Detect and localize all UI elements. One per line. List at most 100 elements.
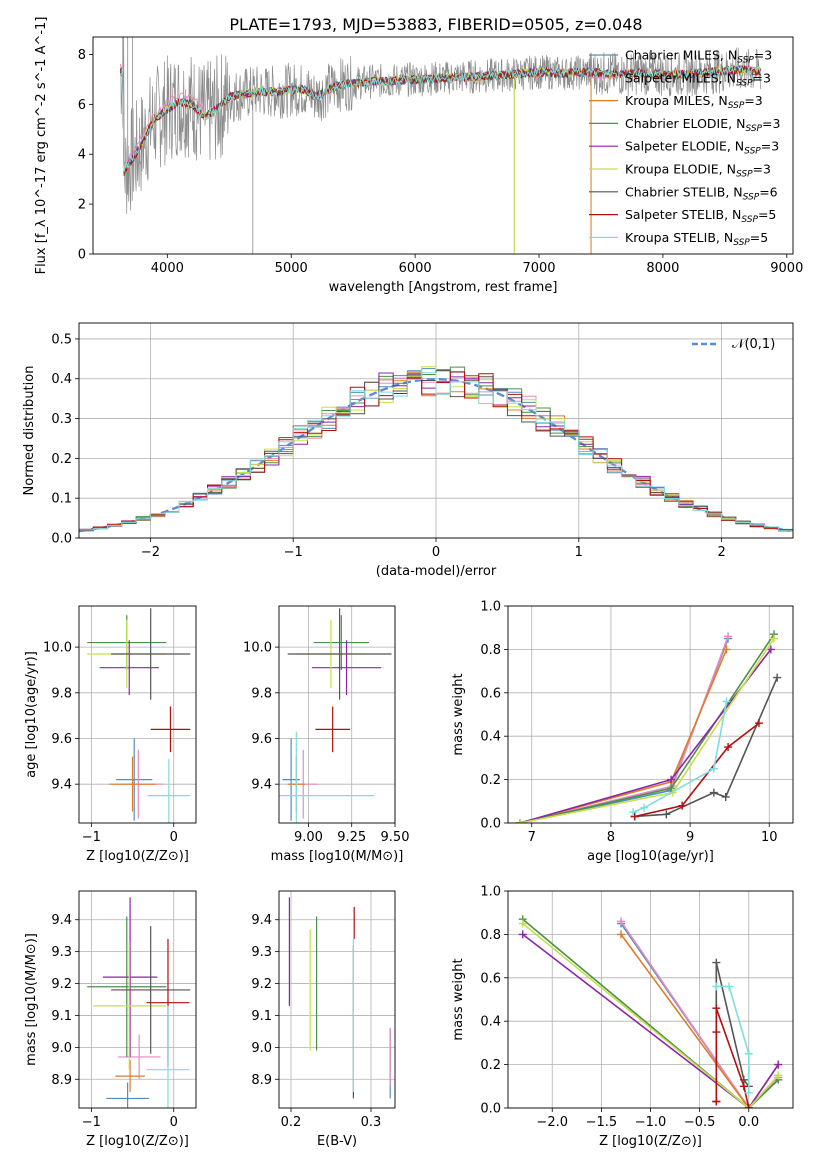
weight-line-7 xyxy=(715,1007,750,1108)
y-tick-label: 0.2 xyxy=(480,1058,501,1073)
weight-line-8 xyxy=(632,701,728,813)
x-tick-label: −0.5 xyxy=(684,1115,716,1130)
plot-area xyxy=(279,608,392,823)
x-axis-label: age [log10(age/yr)] xyxy=(587,849,714,864)
y-tick-label: 9.2 xyxy=(251,977,272,992)
y-tick-label: 0.0 xyxy=(480,1102,501,1117)
legend-label-2: Kroupa MILES, NSSP=3 xyxy=(625,93,763,111)
y-tick-label: 9.4 xyxy=(251,778,272,793)
errorbar-2 xyxy=(109,756,156,812)
y-tick-label: 8.9 xyxy=(251,1073,272,1088)
y-tick-label: 1.0 xyxy=(480,600,501,615)
y-tick-label: 9.1 xyxy=(51,1009,72,1024)
weight-marker-4 xyxy=(518,930,527,939)
legend-label-8: Kroupa STELIB, NSSP=5 xyxy=(625,230,768,248)
errorbar-8 xyxy=(146,1005,190,1108)
x-axis-label: Z [log10(Z/Z⊙)] xyxy=(86,849,189,864)
x-tick-label: −1.5 xyxy=(586,1115,618,1130)
weight-marker-7 xyxy=(712,1028,721,1037)
y-tick-label: 9.4 xyxy=(251,913,272,928)
legend-label-6: Chabrier STELIB, NSSP=6 xyxy=(625,184,778,202)
legend-label-3: Chabrier ELODIE, NSSP=3 xyxy=(625,116,780,134)
legend: Chabrier MILES, NSSP=3 Salpeter MILES, NS… xyxy=(589,48,780,248)
y-tick-label: 0.2 xyxy=(480,773,501,788)
x-tick-label: 9.25 xyxy=(337,830,366,845)
x-tick-label: 1 xyxy=(575,545,583,560)
y-tick-label: 0.1 xyxy=(51,492,72,507)
y-axis-label: mass [log10(M/M⊙)] xyxy=(24,933,39,1066)
y-tick-label: 9.2 xyxy=(51,977,72,992)
x-axis-label: mass [log10(M/M⊙)] xyxy=(271,849,404,864)
errorbar-8 xyxy=(147,759,191,823)
y-tick-label: 0.6 xyxy=(480,686,501,701)
plot-area xyxy=(87,897,191,1108)
panel-mass_vs_Z: −1 0 8.9 9.0 9.1 9.2 9.3 9.4 Z [log10(Z/Z⊙)] mass… xyxy=(24,890,197,1149)
x-tick-label: 2 xyxy=(717,545,725,560)
y-tick-label: 4 xyxy=(78,148,86,163)
weight-marker-3 xyxy=(667,784,676,793)
y-tick-label: 0.4 xyxy=(480,730,501,745)
x-tick-label: 9.50 xyxy=(381,830,410,845)
errorbar-3 xyxy=(313,615,370,670)
y-tick-label: 6 xyxy=(78,98,86,113)
axes-frame xyxy=(278,890,396,1109)
x-tick-label: −1 xyxy=(284,545,303,560)
x-tick-label: 0 xyxy=(170,830,178,845)
x-tick-label: 6000 xyxy=(399,261,432,276)
x-tick-label: 0.3 xyxy=(361,1115,382,1130)
y-tick-label: 9.4 xyxy=(51,913,72,928)
plot-area xyxy=(119,37,762,254)
weight-marker-8 xyxy=(722,697,731,706)
errorbar-5 xyxy=(93,942,166,1070)
x-axis-label: (data-model)/error xyxy=(376,564,497,579)
legend-label-5: Kroupa ELODIE, NSSP=3 xyxy=(625,162,771,180)
errorbar-6 xyxy=(287,608,392,700)
panel-age_vs_mass: 9.00 9.25 9.50 9.4 9.6 9.8 10.0 mass [log10(M/M… xyxy=(243,605,410,864)
errorbar-0 xyxy=(106,1082,150,1108)
errorbar-6 xyxy=(111,608,191,700)
weight-marker-1 xyxy=(724,632,733,641)
y-tick-label: 0 xyxy=(78,248,86,263)
legend-label-0: Chabrier MILES, NSSP=3 xyxy=(625,48,772,66)
y-tick-label: 8 xyxy=(78,48,86,63)
weight-marker-6 xyxy=(773,673,782,682)
plot-area xyxy=(288,897,391,1099)
y-tick-label: 9.3 xyxy=(251,945,272,960)
weight-marker-7 xyxy=(712,1004,721,1013)
x-tick-label: −1 xyxy=(82,830,101,845)
weight-marker-8 xyxy=(712,982,721,991)
errorbar-2 xyxy=(115,1060,145,1093)
x-tick-label: −2 xyxy=(141,545,160,560)
weight-marker-7 xyxy=(739,1082,748,1091)
y-tick-label: 0.3 xyxy=(51,412,72,427)
y-tick-label: 9.6 xyxy=(251,732,272,747)
weight-marker-7 xyxy=(678,801,687,810)
y-tick-label: 8.9 xyxy=(51,1073,72,1088)
axes-frame xyxy=(507,605,794,824)
axes-frame xyxy=(92,36,794,255)
weight-line-1 xyxy=(620,920,779,1108)
x-axis-label: wavelength [Angstrom, rest frame] xyxy=(329,280,558,295)
weight-marker-7 xyxy=(630,812,639,821)
y-tick-label: 0.5 xyxy=(51,332,72,347)
x-tick-label: 5000 xyxy=(275,261,308,276)
weight-marker-8 xyxy=(629,808,638,817)
errorbar-3 xyxy=(87,916,167,1057)
errorbar-7 xyxy=(150,706,191,753)
weight-marker-1 xyxy=(617,917,626,926)
plot-area xyxy=(79,366,793,533)
y-tick-label: 10.0 xyxy=(43,641,72,656)
y-tick-label: 9.4 xyxy=(51,778,72,793)
y-tick-label: 2 xyxy=(78,198,86,213)
x-tick-label: 9000 xyxy=(770,261,803,276)
y-tick-label: 9.0 xyxy=(251,1041,272,1056)
errorbar-1 xyxy=(117,1034,161,1080)
y-tick-label: 9.8 xyxy=(251,686,272,701)
errorbar-4 xyxy=(99,640,159,696)
y-tick-label: 9.8 xyxy=(51,686,72,701)
weight-line-5 xyxy=(522,922,779,1108)
weight-marker-8 xyxy=(640,803,649,812)
y-tick-label: 0.0 xyxy=(480,817,501,832)
x-axis-label: Z [log10(Z/Z⊙)] xyxy=(599,1134,702,1149)
